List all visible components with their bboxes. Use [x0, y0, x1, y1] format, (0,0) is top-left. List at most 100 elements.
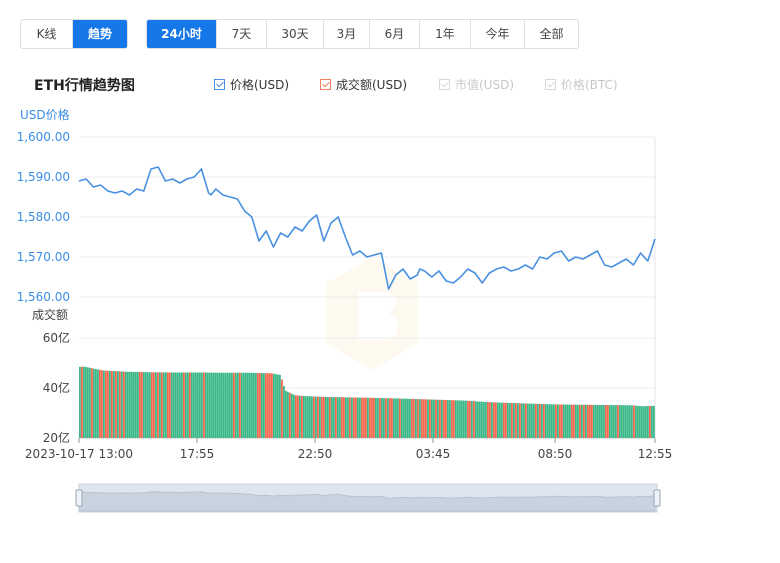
tab-range-7[interactable]: 全部	[539, 27, 564, 41]
volume-bar	[379, 398, 381, 438]
volume-bar	[649, 405, 651, 438]
volume-bar	[627, 405, 629, 438]
volume-bar	[629, 405, 631, 438]
volume-bar	[175, 372, 177, 438]
volume-bar	[327, 396, 329, 438]
volume-bar	[163, 372, 165, 438]
volume-bar	[501, 402, 503, 439]
volume-bar	[263, 373, 265, 438]
volume-bar	[283, 385, 285, 438]
volume-bar	[545, 404, 547, 438]
volume-bar	[383, 398, 385, 438]
tab-range-3[interactable]: 3月	[324, 20, 370, 48]
volume-bar	[83, 366, 85, 438]
volume-bar	[625, 405, 627, 438]
volume-bar	[255, 372, 257, 438]
volume-bar	[109, 370, 111, 438]
tab-range-2[interactable]: 30天	[267, 20, 324, 48]
volume-bar	[305, 396, 307, 438]
volume-bar	[265, 373, 267, 438]
volume-bar	[387, 398, 389, 438]
volume-bar	[325, 396, 327, 438]
volume-bar	[589, 404, 591, 438]
range-navigator[interactable]	[75, 483, 661, 513]
volume-bar	[351, 397, 353, 438]
tab-range-4[interactable]: 6月	[370, 20, 420, 48]
tab-mode-1[interactable]: 趋势	[73, 20, 127, 48]
volume-bar	[173, 372, 175, 438]
volume-bar	[437, 399, 439, 438]
tab-range-0[interactable]: 24小时	[147, 20, 217, 48]
legend-price-btc[interactable]: 价格(BTC)	[545, 76, 618, 93]
volume-bar	[333, 397, 335, 438]
volume-bar	[211, 372, 213, 438]
volume-bar	[527, 403, 529, 438]
volume-bar	[343, 397, 345, 438]
volume-bar	[349, 397, 351, 438]
volume-bar	[373, 397, 375, 438]
volume-bar	[313, 396, 315, 438]
volume-bar	[585, 404, 587, 438]
volume-bar	[231, 372, 233, 438]
volume-bar	[131, 371, 133, 438]
legend-label: 市值(USD)	[455, 78, 515, 92]
x-tick-label: 12:55	[638, 447, 673, 461]
volume-bar	[99, 369, 101, 439]
volume-bar	[193, 372, 195, 438]
volume-bar	[223, 372, 225, 438]
volume-bar	[575, 404, 577, 438]
volume-bar	[279, 374, 281, 438]
volume-bar	[259, 373, 261, 438]
volume-bar	[477, 401, 479, 438]
volume-bar	[623, 405, 625, 438]
volume-bar	[651, 405, 653, 439]
volume-bar	[385, 398, 387, 438]
volume-bar	[419, 399, 421, 438]
legend-market-cap-usd[interactable]: 市值(USD)	[439, 76, 514, 93]
volume-bar	[151, 372, 153, 438]
tab-range-5[interactable]: 1年	[420, 20, 471, 48]
volume-bar	[213, 372, 215, 438]
volume-bar	[177, 372, 179, 438]
volume-bar	[617, 405, 619, 438]
legend-volume-usd[interactable]: 成交额(USD)	[320, 76, 407, 93]
volume-bar	[307, 396, 309, 438]
volume-bar	[315, 396, 317, 438]
volume-bar	[523, 403, 525, 438]
axis-ticks: 1,600.00 1,590.00 1,580.00 1,570.00 1,560.00…	[17, 130, 673, 461]
checkbox-icon	[545, 79, 556, 90]
volume-axis-label: 成交额	[32, 307, 68, 322]
volume-bar	[381, 398, 383, 438]
volume-bar	[411, 398, 413, 438]
volume-bar	[87, 367, 89, 439]
volume-bar	[399, 398, 401, 438]
volume-bar	[601, 404, 603, 438]
volume-bar	[613, 405, 615, 438]
volume-bar	[155, 372, 157, 438]
volume-bar	[189, 372, 191, 438]
volume-bar	[257, 372, 259, 438]
volume-bar	[197, 372, 199, 438]
volume-bar	[139, 372, 141, 438]
volume-bar	[389, 398, 391, 438]
volume-bar	[619, 405, 621, 438]
legend-price-usd[interactable]: 价格(USD)	[214, 76, 289, 93]
navigator-right-handle[interactable]	[653, 489, 661, 507]
volume-bar	[421, 399, 423, 438]
volume-bar	[637, 405, 639, 438]
volume-bar	[321, 396, 323, 438]
volume-bar	[281, 379, 283, 438]
volume-bar	[247, 372, 249, 438]
volume-bar	[509, 402, 511, 438]
navigator-left-handle[interactable]	[75, 489, 83, 507]
volume-bar	[607, 405, 609, 438]
volume-bar	[169, 372, 171, 438]
volume-bar	[241, 372, 243, 438]
tab-mode-0[interactable]: K线	[21, 20, 73, 48]
volume-bar	[271, 373, 273, 438]
volume-bar	[565, 404, 567, 438]
tab-range-6[interactable]: 今年	[471, 20, 525, 48]
tab-range-1[interactable]: 7天	[217, 20, 267, 48]
volume-bar	[215, 372, 217, 438]
volume-bar	[639, 406, 641, 438]
